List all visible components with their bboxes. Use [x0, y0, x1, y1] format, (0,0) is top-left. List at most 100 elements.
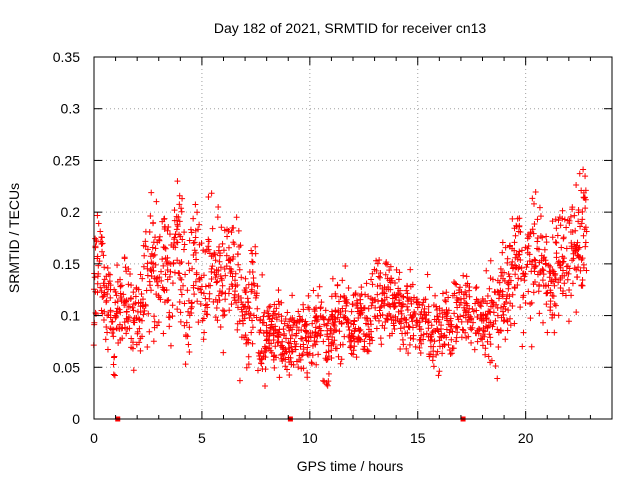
data-point: [209, 263, 216, 270]
data-point: [460, 295, 467, 302]
data-point: [559, 207, 566, 214]
data-point: [557, 284, 564, 291]
data-point: [200, 336, 207, 343]
data-point: [206, 290, 213, 297]
data-point: [189, 265, 196, 272]
data-point: [429, 329, 436, 336]
data-point: [135, 286, 142, 293]
data-point: [276, 374, 283, 381]
data-point: [368, 302, 375, 309]
data-point: [453, 338, 460, 345]
data-point: [535, 246, 542, 253]
data-point: [368, 276, 375, 283]
data-point: [324, 356, 331, 363]
data-point: [454, 324, 461, 331]
data-point: [306, 350, 313, 357]
plot-frame: [93, 56, 613, 420]
data-point: [532, 257, 539, 264]
data-point: [442, 298, 449, 305]
data-point: [267, 303, 274, 310]
data-point: [458, 334, 465, 341]
data-point: [200, 315, 207, 322]
data-point: [306, 306, 313, 313]
data-point: [183, 319, 190, 326]
data-point: [220, 247, 227, 254]
data-point: [344, 299, 351, 306]
data-point: [219, 307, 226, 314]
data-point: [216, 258, 223, 265]
data-point: [545, 282, 552, 289]
data-point: [462, 314, 469, 321]
data-point: [289, 331, 296, 338]
data-point: [348, 330, 355, 337]
data-point: [309, 320, 316, 327]
data-point: [104, 265, 111, 272]
data-point: [441, 297, 448, 304]
data-point: [539, 234, 546, 241]
data-point: [246, 305, 253, 312]
data-point: [406, 341, 413, 348]
data-point: [223, 263, 230, 270]
data-point: [214, 214, 221, 221]
data-point: [192, 278, 199, 285]
data-point: [121, 319, 128, 326]
data-point: [473, 307, 480, 314]
data-point: [418, 340, 425, 347]
data-point: [565, 270, 572, 277]
data-point: [107, 271, 114, 278]
data-point: [238, 274, 245, 281]
data-point: [320, 377, 327, 384]
data-point: [531, 256, 538, 263]
data-point: [252, 250, 259, 257]
data-point: [335, 298, 342, 305]
data-point: [552, 239, 559, 246]
axis-ticks: [93, 56, 613, 420]
data-point: [101, 291, 108, 298]
data-point: [259, 271, 266, 278]
data-point: [489, 276, 496, 283]
data-point: [376, 256, 383, 263]
data-point: [100, 317, 107, 324]
data-point: [453, 281, 460, 288]
data-point: [113, 313, 120, 320]
data-point: [250, 275, 257, 282]
data-point: [313, 338, 320, 345]
data-point: [499, 288, 506, 295]
data-point: [232, 277, 239, 284]
data-point: [484, 292, 491, 299]
data-point: [192, 201, 199, 208]
data-point: [471, 346, 478, 353]
data-point: [363, 280, 370, 287]
data-point: [146, 228, 153, 235]
data-point: [235, 261, 242, 268]
data-point: [206, 295, 213, 302]
data-point: [99, 248, 106, 255]
data-point: [313, 361, 320, 368]
data-point: [97, 228, 104, 235]
data-point: [178, 276, 185, 283]
data-point: [543, 290, 550, 297]
data-point: [242, 332, 249, 339]
data-point: [436, 333, 443, 340]
data-point: [109, 329, 116, 336]
data-point: [150, 267, 157, 274]
data-point: [208, 190, 215, 197]
data-point: [363, 315, 370, 322]
data-point: [541, 246, 548, 253]
data-point: [147, 282, 154, 289]
data-point: [553, 225, 560, 232]
data-point: [339, 341, 346, 348]
data-point: [345, 323, 352, 330]
data-point: [234, 304, 241, 311]
data-point: [505, 281, 512, 288]
data-point: [130, 307, 137, 314]
data-point: [444, 310, 451, 317]
data-point: [518, 275, 525, 282]
data-point: [279, 344, 286, 351]
data-point: [266, 344, 273, 351]
data-point: [449, 328, 456, 335]
data-point: [283, 366, 290, 373]
data-point: [132, 293, 139, 300]
data-point: [129, 339, 136, 346]
